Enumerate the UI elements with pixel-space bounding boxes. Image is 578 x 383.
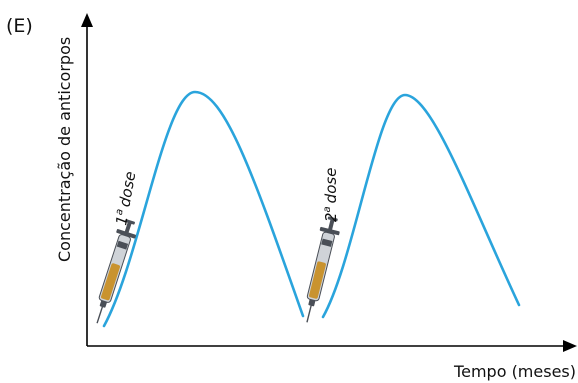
y-axis-label: Concentração de anticorpos <box>55 37 74 262</box>
syringe-icon <box>86 216 141 327</box>
antibody-curve-first-dose <box>102 90 305 328</box>
y-axis-arrow <box>81 13 93 27</box>
second-dose-label: 2adose <box>322 168 340 222</box>
x-axis-arrow <box>563 340 577 352</box>
first-dose-label: 1adose <box>112 170 139 227</box>
antibody-curve-second-dose <box>321 93 521 319</box>
panel-label: (E) <box>6 15 33 37</box>
syringe-icon <box>296 214 344 326</box>
x-axis-label: Tempo (meses) <box>453 362 576 381</box>
